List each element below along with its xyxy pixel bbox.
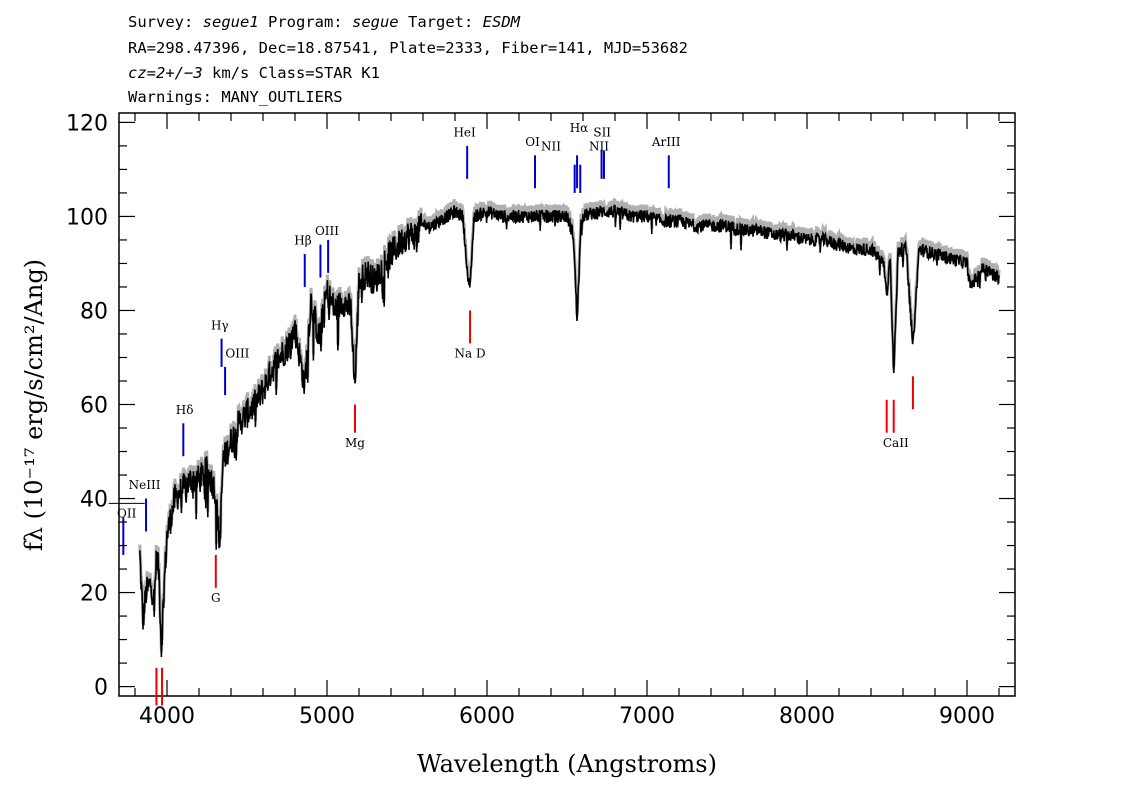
y-tick-label: 40 <box>80 488 108 513</box>
survey-value: segue1 <box>202 13 259 31</box>
y-tick-label: 0 <box>94 676 108 701</box>
emission-line-label: Hα <box>570 121 589 135</box>
emission-line-label: NII <box>541 140 561 154</box>
emission-line-label: NII <box>589 140 609 154</box>
program-value: segue <box>351 13 399 31</box>
x-tick-label: 5000 <box>299 704 355 729</box>
target-label: Target: <box>398 13 483 31</box>
y-axis-title: fλ (10⁻¹⁷ erg/s/cm²/Ang) <box>20 259 48 551</box>
emission-line-label: NeIII <box>129 478 161 492</box>
emission-line-label: OI <box>525 135 540 149</box>
emission-line-label: Hγ <box>211 318 229 332</box>
survey-label: Survey: <box>128 13 203 31</box>
x-tick-label: 8000 <box>779 704 835 729</box>
y-tick-label: 120 <box>66 111 108 136</box>
x-tick-label: 6000 <box>459 704 515 729</box>
chart-header-line-3: cz=2+/−3 km/s Class=STAR K1 <box>128 64 380 82</box>
emission-line-label: ArIII <box>651 135 681 149</box>
chart-header-line-4: Warnings: MANY_OUTLIERS <box>128 88 343 106</box>
x-tick-label: 9000 <box>939 704 995 729</box>
y-tick-label: 20 <box>80 582 108 607</box>
target-value: ESDM <box>482 13 520 31</box>
absorption-line-label: G <box>211 591 221 605</box>
emission-line-label: HeI <box>453 126 476 140</box>
emission-line-label: OII <box>117 506 137 520</box>
emission-line-label: Hδ <box>176 403 194 417</box>
y-tick-label: 100 <box>66 205 108 230</box>
class-text: km/s Class=STAR K1 <box>202 64 380 82</box>
x-axis-title: Wavelength (Angstroms) <box>417 750 717 778</box>
x-tick-label: 7000 <box>619 704 675 729</box>
error-band <box>138 198 1001 652</box>
program-label: Program: <box>258 13 352 31</box>
axis-ticks: 4000 5000 6000 7000 8000 9000 0 20 40 60 80 100 120 <box>66 111 1015 729</box>
absorption-line-label: Mg <box>345 436 365 450</box>
absorption-line-label: Na D <box>454 346 485 360</box>
emission-line-label: OIII <box>225 346 249 360</box>
y-tick-label: 60 <box>80 394 108 419</box>
x-tick-label: 4000 <box>139 704 195 729</box>
flux-line <box>139 204 1000 658</box>
emission-line-label: SII <box>593 126 611 140</box>
absorption-line-label: CaII <box>883 436 909 450</box>
chart-header-line-2: RA=298.47396, Dec=18.87541, Plate=2333, … <box>128 39 688 57</box>
error-series <box>138 198 1001 652</box>
cz-value: cz=2+/−3 <box>128 64 203 82</box>
emission-line-label: Hβ <box>294 234 311 248</box>
flux-series <box>139 204 1000 658</box>
y-tick-label: 80 <box>80 299 108 324</box>
emission-line-label: OIII <box>315 224 339 238</box>
chart-header-line-1: Survey: segue1 Program: segue Target: ES… <box>128 13 520 31</box>
